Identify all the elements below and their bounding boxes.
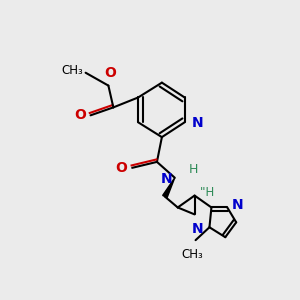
Text: CH₃: CH₃ xyxy=(62,64,84,77)
Text: H: H xyxy=(189,163,198,176)
Text: N: N xyxy=(232,199,244,212)
Text: O: O xyxy=(104,66,116,80)
Text: N: N xyxy=(192,116,203,130)
Text: O: O xyxy=(115,161,127,175)
Text: O: O xyxy=(75,108,87,122)
Text: ''H: ''H xyxy=(200,186,215,199)
Polygon shape xyxy=(163,178,175,198)
Text: N: N xyxy=(192,222,203,236)
Text: N: N xyxy=(161,172,173,186)
Text: CH₃: CH₃ xyxy=(182,248,203,261)
